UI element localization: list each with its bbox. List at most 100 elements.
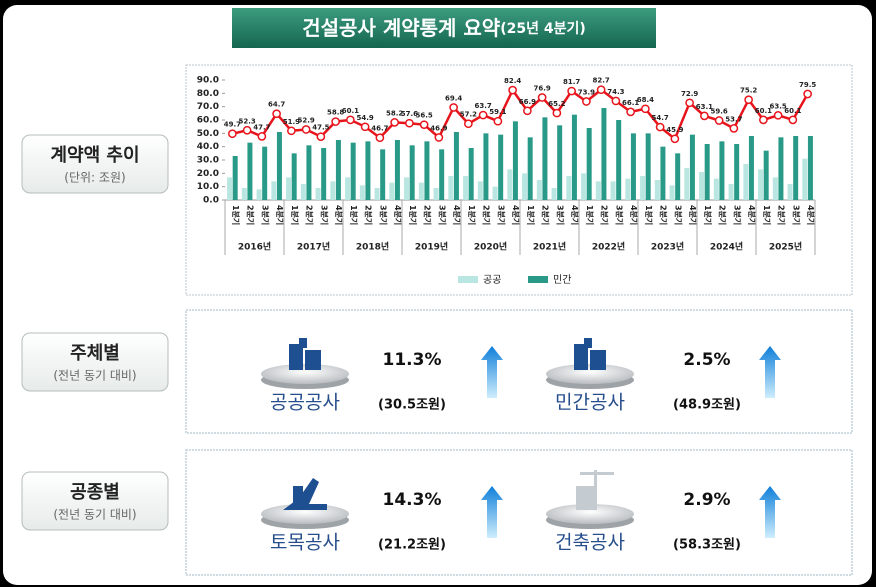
legend-label: 민간 (553, 274, 571, 286)
total-point (759, 115, 768, 125)
bar (227, 177, 233, 200)
total-point (803, 89, 812, 99)
x-tick-label: 3분기 (437, 205, 447, 225)
total-point (405, 118, 414, 128)
bar (704, 144, 710, 200)
bar (719, 141, 725, 200)
x-tick-label: 1분기 (526, 205, 536, 225)
value-label: 60.1 (755, 107, 772, 115)
bar (286, 177, 292, 200)
bar (802, 158, 808, 200)
bar (807, 136, 813, 200)
value-label: 57.2 (460, 111, 477, 119)
total-point (331, 117, 340, 126)
value-label: 47.5 (312, 124, 329, 132)
bar (448, 176, 454, 200)
value-label: 51.9 (283, 118, 300, 126)
bar (380, 149, 386, 200)
bar (241, 188, 247, 200)
x-tick-label: 3분기 (555, 205, 565, 225)
bar (571, 114, 577, 200)
bar (645, 133, 651, 200)
bar (468, 148, 474, 200)
panel-name: 건축공사 (555, 532, 625, 554)
bar (699, 172, 705, 200)
y-tick-label: 50.0 (197, 129, 219, 139)
x-tick-label: 1분기 (703, 205, 713, 225)
section-note: (단위: 조원) (64, 171, 125, 185)
section-note: (전년 동기 대비) (53, 369, 136, 383)
total-point (685, 98, 694, 108)
panel-amount: (21.2조원) (378, 538, 446, 553)
up-arrow (481, 346, 503, 398)
total-point (242, 125, 252, 135)
x-tick-label: 3분기 (791, 205, 801, 225)
total-point (773, 110, 783, 120)
title: 건설공사 계약통계 요약(25년 4분기) (302, 16, 585, 40)
x-tick-label: 2분기 (541, 205, 551, 225)
section-label: 계약액 추이 (50, 144, 139, 166)
bar (675, 153, 681, 200)
bar (616, 120, 622, 200)
y-tick-label: 90.0 (197, 76, 219, 86)
bar (551, 188, 557, 200)
x-tick-label: 3분기 (260, 205, 270, 225)
group-label: 2016년 (238, 241, 271, 253)
value-label: 52.9 (297, 116, 314, 124)
panel-frame (185, 309, 853, 434)
bar (409, 145, 415, 200)
bar (394, 140, 400, 200)
total-point (478, 110, 488, 120)
bar (262, 146, 268, 200)
y-tick-label: 10.0 (197, 182, 219, 192)
total-point (257, 132, 267, 141)
bar (595, 181, 601, 200)
bar (498, 134, 504, 200)
total-point (228, 129, 237, 139)
section-box (21, 134, 169, 194)
bar (660, 146, 666, 200)
total-point (287, 126, 296, 136)
bar (684, 168, 690, 200)
value-label: 82.7 (592, 77, 609, 85)
value-label: 47.7 (253, 123, 270, 131)
platform (546, 504, 634, 524)
bar (689, 134, 695, 200)
bar (542, 117, 548, 200)
x-tick-label: 4분기 (452, 205, 462, 225)
value-label: 56.5 (415, 112, 432, 120)
panel-change: 14.3% (383, 490, 442, 510)
up-arrow (759, 486, 781, 538)
bar (492, 186, 498, 200)
value-label: 76.9 (533, 84, 550, 92)
x-tick-label: 3분기 (496, 205, 506, 225)
bar (734, 144, 740, 200)
panel-frame (185, 449, 853, 576)
bar (439, 149, 445, 200)
bar (291, 153, 297, 200)
total-line (232, 87, 809, 141)
value-label: 65.2 (548, 100, 565, 108)
x-tick-label: 1분기 (467, 205, 477, 225)
value-label: 46.9 (430, 124, 447, 132)
bar (610, 181, 616, 200)
bar (350, 142, 356, 200)
bar (713, 178, 719, 200)
value-label: 59.6 (710, 108, 727, 116)
x-tick-label: 1분기 (231, 205, 241, 225)
value-label: 60.1 (342, 107, 359, 115)
platform (261, 364, 349, 384)
value-label: 54.9 (356, 114, 373, 122)
value-label: 57.6 (401, 110, 418, 118)
value-label: 58.8 (327, 109, 344, 117)
panel-amount: (30.5조원) (378, 398, 446, 413)
bar (306, 145, 312, 200)
x-tick-label: 3분기 (378, 205, 388, 225)
bar (389, 182, 395, 200)
bar (374, 188, 380, 200)
panel-amount: (58.3조원) (673, 538, 741, 553)
value-label: 59.1 (489, 108, 506, 116)
total-point (272, 109, 281, 119)
x-tick-label: 1분기 (349, 205, 359, 225)
x-tick-label: 2분기 (305, 205, 315, 225)
